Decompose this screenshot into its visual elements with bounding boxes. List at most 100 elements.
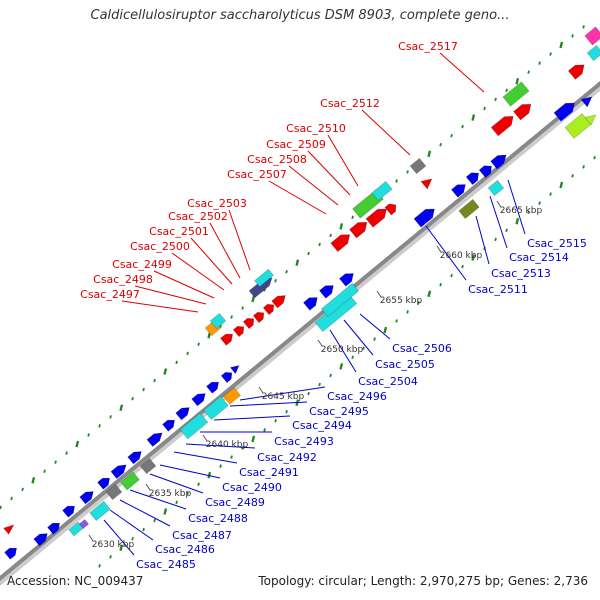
gene-box[interactable] bbox=[409, 157, 427, 175]
gene-arrow[interactable] bbox=[384, 201, 399, 216]
gene-box[interactable] bbox=[222, 387, 242, 405]
gene-arrow[interactable] bbox=[242, 315, 256, 330]
track-tick bbox=[230, 455, 233, 459]
gene-label-lower[interactable]: Csac_2515 bbox=[527, 237, 587, 250]
gene-arrow[interactable] bbox=[97, 475, 113, 490]
gene-box[interactable] bbox=[584, 26, 600, 46]
gene-arrow[interactable] bbox=[318, 282, 336, 299]
gene-arrow[interactable] bbox=[271, 292, 289, 309]
gene-label-lower[interactable]: Csac_2506 bbox=[392, 342, 452, 355]
gene-label-lower[interactable]: Csac_2493 bbox=[274, 435, 334, 448]
gene-label-upper[interactable]: Csac_2510 bbox=[286, 122, 346, 135]
gene-arrow[interactable] bbox=[490, 151, 510, 170]
gene-box[interactable] bbox=[89, 500, 111, 522]
gene-label-lower[interactable]: Csac_2505 bbox=[375, 358, 435, 371]
gene-arrow[interactable] bbox=[232, 323, 246, 338]
gene-label-upper[interactable]: Csac_2517 bbox=[398, 40, 458, 53]
gene-label-lower[interactable]: Csac_2511 bbox=[468, 283, 528, 296]
gene-box[interactable] bbox=[586, 44, 600, 62]
gene-box[interactable] bbox=[502, 81, 530, 107]
gene-label-upper[interactable]: Csac_2503 bbox=[187, 197, 247, 210]
gene-label-upper[interactable]: Csac_2497 bbox=[80, 288, 140, 301]
track-tick bbox=[515, 217, 520, 225]
gene-arrow[interactable] bbox=[110, 461, 129, 479]
gene-box[interactable] bbox=[78, 519, 90, 529]
gene-box[interactable] bbox=[371, 180, 393, 202]
gene-arrow[interactable] bbox=[3, 522, 17, 535]
gene-box[interactable] bbox=[179, 412, 209, 440]
gene-label-lower[interactable]: Csac_2486 bbox=[155, 543, 215, 556]
gene-arrow[interactable] bbox=[302, 294, 320, 311]
gene-label-lower[interactable]: Csac_2489 bbox=[205, 496, 265, 509]
gene-arrow[interactable] bbox=[229, 362, 241, 375]
gene-label-lower[interactable]: Csac_2495 bbox=[309, 405, 369, 418]
gene-arrow[interactable] bbox=[465, 169, 482, 186]
gene-label-upper[interactable]: Csac_2498 bbox=[93, 273, 153, 286]
gene-arrow[interactable] bbox=[175, 404, 193, 421]
gene-label-lower[interactable]: Csac_2514 bbox=[509, 251, 569, 264]
gene-label-upper[interactable]: Csac_2502 bbox=[168, 210, 228, 223]
gene-label-lower[interactable]: Csac_2494 bbox=[292, 419, 352, 432]
gene-label-lower[interactable]: Csac_2488 bbox=[188, 512, 248, 525]
gene-label-upper[interactable]: Csac_2508 bbox=[247, 153, 307, 166]
track-tick bbox=[461, 264, 464, 269]
gene-label-lower[interactable]: Csac_2496 bbox=[327, 390, 387, 403]
gene-features[interactable] bbox=[3, 26, 600, 560]
gene-box[interactable] bbox=[254, 268, 274, 288]
gene-arrow[interactable] bbox=[365, 205, 390, 228]
gene-arrow[interactable] bbox=[206, 379, 222, 394]
gene-label-upper[interactable]: Csac_2507 bbox=[227, 168, 287, 181]
gene-arrow[interactable] bbox=[513, 100, 535, 121]
gene-arrow[interactable] bbox=[252, 309, 266, 324]
gene-box[interactable] bbox=[203, 395, 229, 421]
gene-arrow[interactable] bbox=[478, 162, 495, 179]
gene-label-upper[interactable]: Csac_2499 bbox=[112, 258, 172, 271]
gene-arrow[interactable] bbox=[191, 390, 209, 407]
gene-arrow[interactable] bbox=[162, 417, 178, 432]
gene-arrow[interactable] bbox=[580, 93, 595, 108]
gene-label-lower[interactable]: Csac_2491 bbox=[239, 466, 299, 479]
gene-label-upper[interactable]: Csac_2512 bbox=[320, 97, 380, 110]
gene-label-upper[interactable]: Csac_2500 bbox=[130, 240, 190, 253]
scale-tick bbox=[202, 434, 208, 442]
gene-arrow[interactable] bbox=[567, 61, 587, 80]
gene-box[interactable] bbox=[320, 282, 360, 318]
gene-arrow[interactable] bbox=[146, 429, 165, 447]
gene-arrow[interactable] bbox=[220, 369, 234, 384]
gene-label-lower[interactable]: Csac_2513 bbox=[491, 267, 551, 280]
track-tick bbox=[142, 387, 145, 392]
gene-arrow[interactable] bbox=[47, 520, 63, 535]
gene-labels[interactable]: Csac_2497 Csac_2498 Csac_2499 Csac_2500 Csac… bbox=[80, 40, 587, 571]
gene-label-lower[interactable]: Csac_2487 bbox=[172, 529, 232, 542]
gene-box[interactable] bbox=[139, 457, 157, 475]
gene-arrow[interactable] bbox=[450, 181, 468, 198]
gene-arrow[interactable] bbox=[127, 448, 145, 465]
gene-arrow[interactable] bbox=[220, 331, 236, 346]
gene-arrow[interactable] bbox=[79, 488, 97, 505]
gene-arrow[interactable] bbox=[490, 112, 517, 137]
gene-box[interactable] bbox=[487, 179, 505, 197]
gene-label-lower[interactable]: Csac_2485 bbox=[136, 558, 196, 571]
gene-arrow[interactable] bbox=[349, 218, 371, 239]
gene-arrow[interactable] bbox=[584, 111, 599, 126]
gene-arrow[interactable] bbox=[413, 205, 438, 228]
gene-box[interactable] bbox=[458, 198, 480, 220]
gene-label-upper[interactable]: Csac_2509 bbox=[266, 138, 326, 151]
gene-arrow[interactable] bbox=[330, 230, 353, 253]
gene-label-upper[interactable]: Csac_2501 bbox=[149, 225, 209, 238]
gene-label-lower[interactable]: Csac_2492 bbox=[257, 451, 317, 464]
gene-box[interactable] bbox=[209, 312, 227, 330]
gene-arrow[interactable] bbox=[420, 175, 435, 190]
gene-label-lower[interactable]: Csac_2490 bbox=[222, 481, 282, 494]
gene-arrow[interactable] bbox=[33, 530, 51, 547]
gene-arrow[interactable] bbox=[62, 503, 78, 518]
gene-arrow[interactable] bbox=[262, 301, 276, 316]
gene-box[interactable] bbox=[120, 471, 140, 491]
gene-arrow[interactable] bbox=[553, 99, 578, 122]
gene-arrow[interactable] bbox=[4, 545, 20, 560]
gene-box[interactable] bbox=[105, 483, 123, 501]
gene-arrow[interactable] bbox=[338, 270, 356, 287]
gene-label-lower[interactable]: Csac_2504 bbox=[358, 375, 418, 388]
gene-callout bbox=[185, 443, 256, 449]
track-tick bbox=[383, 326, 388, 334]
